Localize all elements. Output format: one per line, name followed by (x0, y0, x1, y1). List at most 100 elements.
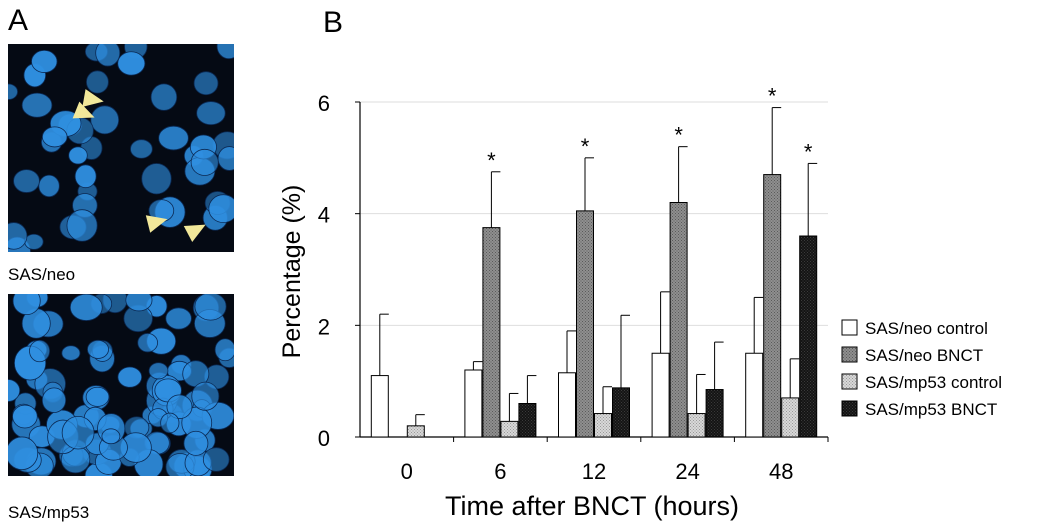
bar (518, 403, 537, 438)
cell-nucleus (85, 386, 110, 407)
cell-nucleus (95, 44, 121, 67)
significance-marker: * (768, 84, 777, 109)
bar (464, 369, 483, 438)
y-tick-label: 2 (318, 314, 330, 339)
x-tick-label: 12 (582, 459, 606, 484)
cell-nucleus (194, 294, 227, 321)
legend-label: SAS/mp53 BNCT (865, 400, 997, 419)
cell-nucleus (193, 71, 219, 96)
legend-swatch (841, 319, 858, 336)
x-tick-label: 48 (769, 459, 793, 484)
significance-marker: * (674, 123, 683, 148)
cell-nucleus (86, 70, 109, 94)
cell-nucleus (191, 381, 220, 411)
cell-nucleus (38, 174, 60, 198)
bar (594, 413, 612, 438)
legend-swatch (841, 346, 858, 363)
cell-nucleus (101, 428, 121, 445)
bar (612, 387, 630, 438)
cell-nucleus (29, 339, 51, 363)
bar (669, 202, 688, 438)
x-axis-label: Time after BNCT (hours) (445, 491, 739, 521)
cell-nucleus (13, 169, 40, 193)
panel-a-letter: A (8, 4, 29, 37)
cell-nucleus (216, 44, 234, 60)
bar (687, 413, 706, 438)
cell-nucleus (21, 92, 53, 118)
cell-nucleus (196, 101, 226, 126)
panel-b-letter: B (323, 6, 344, 39)
x-tick-label: 6 (494, 459, 506, 484)
cell-nucleus (8, 83, 18, 100)
arrowhead-marker (82, 89, 104, 107)
bar (781, 397, 800, 438)
bar (576, 210, 594, 438)
bar (763, 174, 782, 438)
cell-nucleus (158, 125, 189, 151)
cell-nucleus (148, 362, 169, 380)
cell-nucleus (61, 415, 95, 450)
y-tick-label: 4 (318, 203, 330, 228)
cell-nucleus (41, 387, 67, 413)
cell-nucleus (12, 404, 38, 429)
y-tick-label: 0 (318, 426, 330, 451)
cell-nucleus (150, 83, 178, 111)
cell-nucleus (214, 338, 234, 362)
cell-nucleus (137, 333, 158, 353)
cell-nucleus (202, 447, 230, 472)
legend-label: SAS/neo control (865, 319, 988, 338)
cell-nucleus (61, 345, 81, 361)
bar (745, 352, 764, 438)
cell-nucleus (117, 51, 146, 76)
x-tick-label: 0 (401, 459, 413, 484)
cell-nucleus (41, 126, 68, 148)
micrograph-sas-mp53-caption: SAS/mp53 (8, 503, 90, 522)
cell-nucleus (130, 139, 153, 159)
bar (406, 425, 425, 438)
cell-nucleus (68, 146, 88, 165)
cell-nucleus (8, 222, 28, 250)
arrowhead-marker (145, 215, 168, 233)
cell-nucleus (31, 49, 58, 73)
significance-marker: * (804, 139, 813, 164)
y-tick-label: 6 (318, 91, 330, 116)
bar (799, 235, 818, 438)
cell-nucleus (74, 164, 97, 189)
micrograph-sas-neo (8, 44, 234, 252)
arrowhead-marker (183, 224, 206, 242)
cell-nucleus (166, 394, 193, 419)
cell-nucleus (12, 294, 41, 316)
cell-nucleus (66, 209, 98, 242)
x-tick-label: 24 (675, 459, 699, 484)
cell-nucleus (208, 194, 234, 223)
bar (651, 352, 670, 438)
significance-marker: * (487, 148, 496, 173)
legend-swatch (841, 373, 858, 390)
legend-swatch (841, 400, 858, 417)
cell-nucleus (183, 430, 209, 456)
significance-marker: * (581, 134, 590, 159)
legend-label: SAS/mp53 control (865, 373, 1002, 392)
cell-nucleus (117, 366, 143, 388)
cell-nucleus (160, 412, 180, 434)
micrograph-sas-mp53 (8, 294, 234, 476)
bar (558, 372, 576, 438)
cell-nucleus (90, 105, 120, 135)
legend-label: SAS/neo BNCT (865, 346, 983, 365)
arrowhead-marker (72, 101, 95, 119)
bar (370, 375, 389, 438)
cell-nucleus (141, 163, 172, 195)
bar (500, 420, 519, 438)
cell-nucleus (87, 339, 109, 359)
bar (482, 227, 501, 438)
cell-nucleus (125, 294, 153, 312)
y-axis-label: Percentage (%) (278, 185, 306, 359)
cell-nucleus (190, 148, 219, 176)
cell-nucleus (8, 379, 21, 402)
cell-nucleus (8, 436, 39, 471)
micrograph-sas-neo-caption: SAS/neo (8, 265, 76, 284)
bar (705, 389, 724, 438)
cell-nucleus (69, 294, 103, 321)
cell-nucleus (165, 307, 192, 330)
